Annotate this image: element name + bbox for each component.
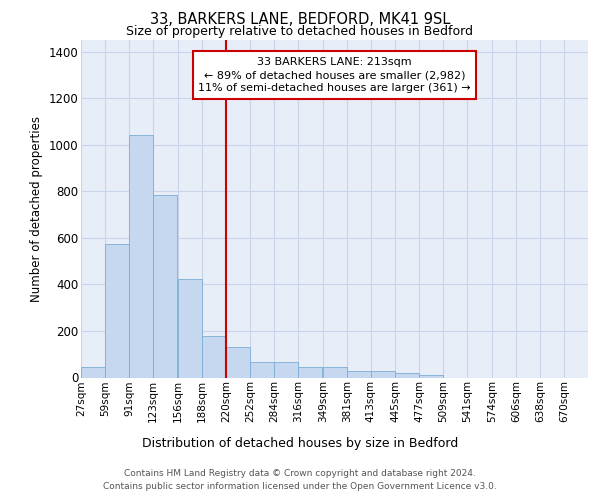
Bar: [371, 370, 395, 378]
Bar: [153, 195, 177, 378]
Bar: [347, 370, 371, 378]
Bar: [202, 336, 226, 378]
Bar: [226, 347, 250, 378]
Text: Contains HM Land Registry data © Crown copyright and database right 2024.
Contai: Contains HM Land Registry data © Crown c…: [103, 470, 497, 491]
Text: 33, BARKERS LANE, BEDFORD, MK41 9SL: 33, BARKERS LANE, BEDFORD, MK41 9SL: [150, 12, 450, 28]
Bar: [274, 362, 298, 378]
Bar: [419, 374, 443, 378]
Bar: [250, 362, 274, 378]
Bar: [323, 367, 347, 378]
Text: Distribution of detached houses by size in Bedford: Distribution of detached houses by size …: [142, 438, 458, 450]
Bar: [178, 278, 202, 378]
Bar: [81, 367, 105, 378]
Bar: [105, 244, 129, 378]
Bar: [298, 367, 322, 378]
Bar: [129, 136, 153, 378]
Y-axis label: Number of detached properties: Number of detached properties: [30, 116, 43, 302]
Bar: [395, 373, 419, 378]
Text: 33 BARKERS LANE: 213sqm
← 89% of detached houses are smaller (2,982)
11% of semi: 33 BARKERS LANE: 213sqm ← 89% of detache…: [198, 57, 471, 94]
Text: Size of property relative to detached houses in Bedford: Size of property relative to detached ho…: [127, 25, 473, 38]
